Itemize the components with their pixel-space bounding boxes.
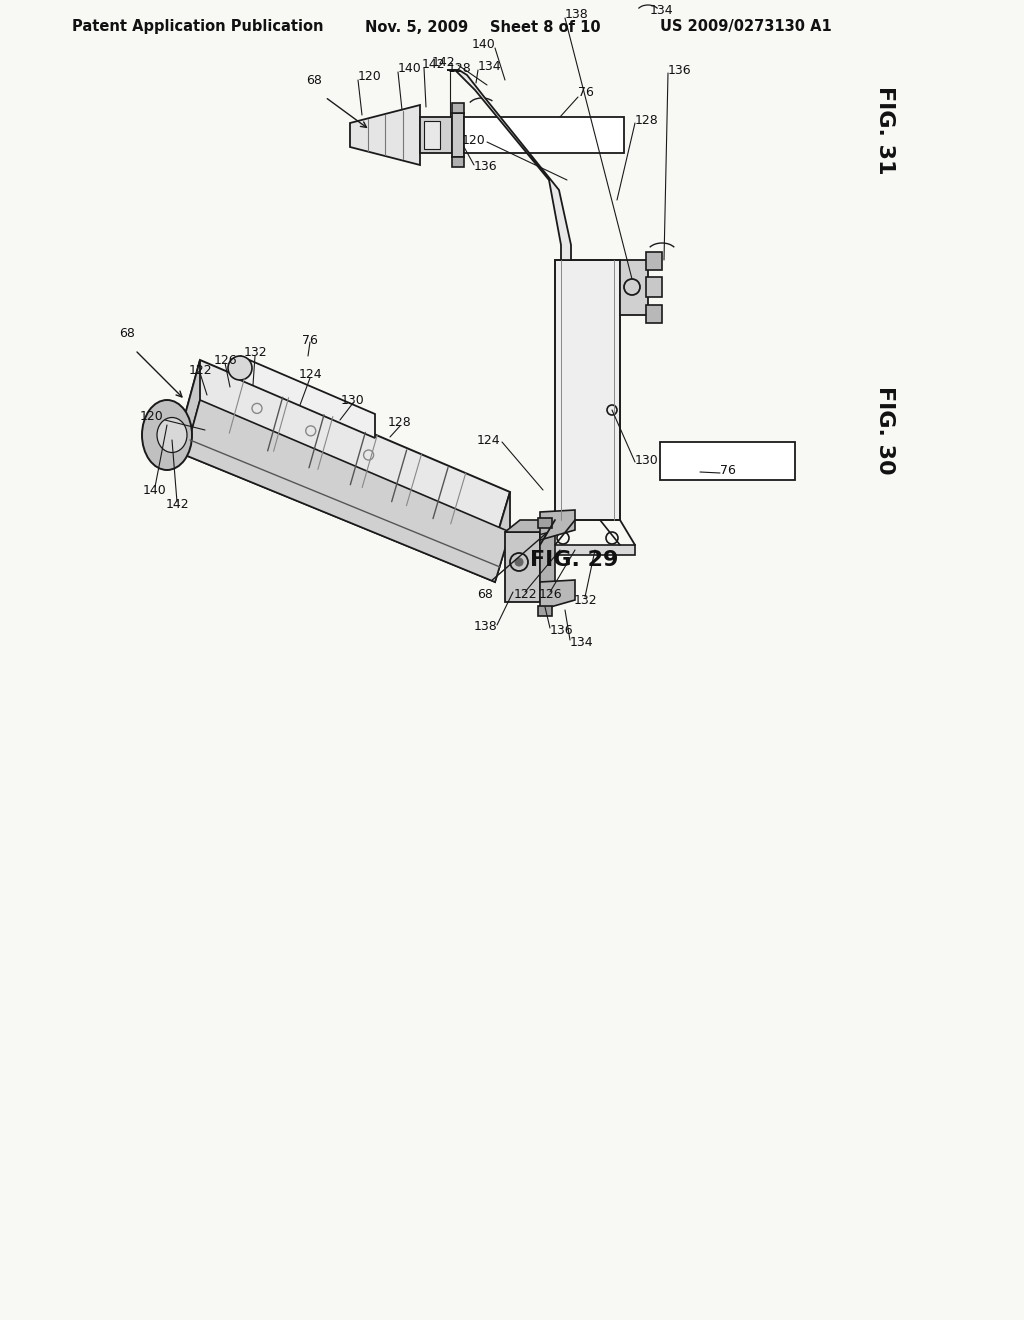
Polygon shape <box>185 360 200 455</box>
Text: 128: 128 <box>449 62 472 75</box>
Text: 132: 132 <box>573 594 597 606</box>
Polygon shape <box>350 106 420 165</box>
Bar <box>660 442 795 480</box>
Text: 142: 142 <box>431 55 455 69</box>
Polygon shape <box>495 492 510 582</box>
Bar <box>555 260 620 520</box>
Text: 136: 136 <box>668 63 691 77</box>
Text: 132: 132 <box>243 346 267 359</box>
Polygon shape <box>540 520 555 602</box>
Text: 68: 68 <box>477 587 493 601</box>
Text: 140: 140 <box>143 483 167 496</box>
Text: 120: 120 <box>358 70 382 83</box>
Bar <box>452 157 464 168</box>
Text: FIG. 29: FIG. 29 <box>530 550 618 570</box>
Polygon shape <box>540 510 575 540</box>
Text: 138: 138 <box>565 8 589 21</box>
Text: 140: 140 <box>398 62 422 75</box>
Text: 68: 68 <box>306 74 322 87</box>
Text: 76: 76 <box>578 87 594 99</box>
Bar <box>538 517 552 528</box>
Ellipse shape <box>142 400 193 470</box>
Text: 120: 120 <box>461 133 485 147</box>
Polygon shape <box>540 579 575 610</box>
Text: 76: 76 <box>302 334 317 346</box>
Text: 124: 124 <box>298 368 322 381</box>
Text: 136: 136 <box>474 161 498 173</box>
Polygon shape <box>185 360 510 543</box>
Text: 134: 134 <box>478 61 502 74</box>
Text: 128: 128 <box>635 114 658 127</box>
Circle shape <box>515 558 523 566</box>
Text: FIG. 30: FIG. 30 <box>874 385 895 474</box>
Text: 124: 124 <box>476 433 500 446</box>
Polygon shape <box>185 414 495 582</box>
Text: 138: 138 <box>473 620 497 634</box>
Bar <box>646 305 662 323</box>
Bar <box>452 103 464 114</box>
Bar <box>452 114 464 157</box>
Text: 120: 120 <box>139 411 163 424</box>
Text: Nov. 5, 2009: Nov. 5, 2009 <box>365 20 468 34</box>
Ellipse shape <box>228 356 252 380</box>
Bar <box>540 545 635 554</box>
Text: Patent Application Publication: Patent Application Publication <box>72 20 324 34</box>
Bar <box>420 117 452 153</box>
Text: 142: 142 <box>422 58 445 71</box>
Text: 68: 68 <box>119 327 135 341</box>
Bar <box>620 260 648 315</box>
Text: 134: 134 <box>650 4 674 16</box>
Bar <box>646 277 662 297</box>
Text: 76: 76 <box>720 463 736 477</box>
Bar <box>505 532 540 602</box>
Bar <box>538 606 552 616</box>
Text: Sheet 8 of 10: Sheet 8 of 10 <box>490 20 601 34</box>
Text: 130: 130 <box>635 454 658 466</box>
Text: 126: 126 <box>213 354 237 367</box>
Text: 142: 142 <box>165 499 188 511</box>
Bar <box>424 121 440 149</box>
Text: FIG. 31: FIG. 31 <box>874 86 895 174</box>
Text: US 2009/0273130 A1: US 2009/0273130 A1 <box>660 20 831 34</box>
Text: 122: 122 <box>188 363 212 376</box>
Text: 136: 136 <box>550 623 573 636</box>
Text: 130: 130 <box>341 393 365 407</box>
Bar <box>464 117 624 153</box>
Polygon shape <box>240 356 375 438</box>
Polygon shape <box>505 520 555 532</box>
Text: 140: 140 <box>471 38 495 51</box>
Text: 126: 126 <box>539 589 562 602</box>
Bar <box>646 252 662 271</box>
Text: 134: 134 <box>570 635 594 648</box>
Text: 128: 128 <box>388 417 412 429</box>
Ellipse shape <box>157 417 187 453</box>
Polygon shape <box>185 400 510 582</box>
Text: 122: 122 <box>513 589 537 602</box>
Polygon shape <box>447 70 571 260</box>
